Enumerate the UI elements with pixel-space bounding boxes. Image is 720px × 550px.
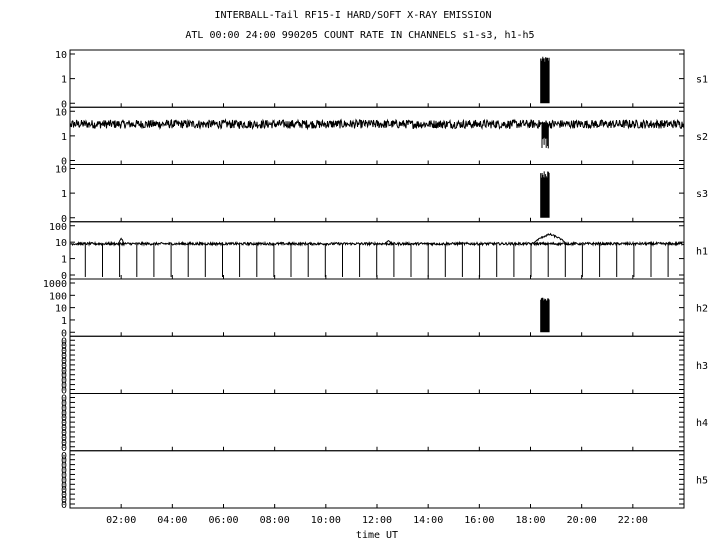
channel-label-h2: h2	[696, 304, 708, 315]
y-tick-label-h3: 0	[61, 351, 67, 362]
y-tick-label-h5: 0	[61, 475, 67, 486]
y-tick-label-h4: 0	[61, 418, 67, 429]
x-tick-label: 12:00	[362, 515, 392, 526]
y-tick-label-h3: 0	[61, 346, 67, 357]
y-tick-label-h3: 0	[61, 361, 67, 372]
y-tick-label-h2: 1000	[43, 279, 67, 290]
chart-title: INTERBALL-Tail RF15-I HARD/SOFT X-RAY EM…	[215, 10, 492, 21]
channel-label-s2: s2	[696, 132, 708, 143]
y-tick-label-h5: 0	[61, 480, 67, 491]
channel-label-h3: h3	[696, 361, 708, 372]
chart-subtitle: ATL 00:00 24:00 990205 COUNT RATE IN CHA…	[185, 30, 534, 41]
series-line-s2	[69, 118, 685, 131]
y-tick-label-s3: 10	[55, 165, 67, 176]
y-tick-label-h2: 1	[61, 316, 67, 327]
y-tick-label-h5: 0	[61, 490, 67, 501]
y-tick-label-h5: 0	[61, 466, 67, 477]
y-tick-label-s1: 10	[55, 50, 67, 61]
y-tick-label-h4: 0	[61, 408, 67, 419]
y-tick-label-h4: 0	[61, 433, 67, 444]
panel-frame-h5	[69, 450, 685, 509]
y-tick-label-h1: 1	[61, 255, 67, 266]
event-dip-s2	[541, 124, 549, 149]
channel-label-h1: h1	[696, 246, 708, 257]
y-tick-label-h2: 100	[49, 291, 67, 302]
event-spike-h1	[118, 237, 125, 244]
x-tick-label: 06:00	[208, 515, 238, 526]
y-tick-label-h4: 0	[61, 413, 67, 424]
y-tick-label-h5: 0	[61, 461, 67, 472]
event-hump-h1	[532, 232, 567, 245]
y-tick-label-h4: 0	[61, 403, 67, 414]
event-burst-s1	[540, 56, 550, 104]
y-tick-label-h5: 0	[61, 470, 67, 481]
y-tick-label-h2: 0	[61, 328, 67, 339]
y-tick-label-h1: 10	[55, 238, 67, 249]
y-tick-label-h3: 0	[61, 341, 67, 352]
y-tick-label-h3: 0	[61, 356, 67, 367]
x-tick-label: 16:00	[464, 515, 494, 526]
panels: s11010s21010s31010h11001010h210001001010…	[43, 49, 708, 526]
channel-label-s1: s1	[696, 75, 708, 86]
y-tick-label-s1: 1	[61, 75, 67, 86]
y-tick-label-h4: 0	[61, 428, 67, 439]
x-tick-label: 04:00	[157, 515, 187, 526]
y-tick-label-s2: 1	[61, 132, 67, 143]
y-tick-label-h3: 0	[61, 371, 67, 382]
y-tick-label-h1: 100	[49, 222, 67, 233]
y-tick-label-h5: 0	[61, 451, 67, 462]
y-tick-label-h4: 0	[61, 438, 67, 449]
y-tick-label-h5: 0	[61, 456, 67, 467]
event-spike-h1	[384, 240, 393, 245]
panel-frame-s1	[69, 49, 685, 108]
x-tick-label: 10:00	[311, 515, 341, 526]
panel-frame-s2	[69, 106, 685, 165]
y-tick-label-h3: 0	[61, 366, 67, 377]
x-axis-label: time UT	[356, 530, 398, 541]
panel-frame-h2	[69, 278, 685, 337]
panel-frame-s3	[69, 164, 685, 223]
x-tick-label: 18:00	[515, 515, 545, 526]
y-tick-label-h4: 0	[61, 398, 67, 409]
y-tick-label-h5: 0	[61, 495, 67, 506]
y-tick-label-s2: 10	[55, 107, 67, 118]
y-tick-label-h2: 10	[55, 304, 67, 315]
y-tick-label-h3: 0	[61, 376, 67, 387]
event-burst-h2	[540, 297, 550, 333]
panel-frame-h3	[69, 335, 685, 394]
x-tick-label: 22:00	[618, 515, 648, 526]
x-tick-label: 02:00	[106, 515, 136, 526]
y-tick-label-h5: 0	[61, 485, 67, 496]
y-tick-label-s2: 0	[61, 157, 67, 168]
x-tick-label: 08:00	[260, 515, 290, 526]
y-tick-label-h3: 0	[61, 336, 67, 347]
y-tick-label-h4: 0	[61, 423, 67, 434]
y-tick-label-h1: 0	[61, 271, 67, 282]
y-tick-label-h3: 0	[61, 381, 67, 392]
dropouts-h1	[84, 243, 669, 277]
y-tick-label-h4: 0	[61, 394, 67, 405]
panel-frame-h4	[69, 393, 685, 452]
channel-label-h4: h4	[696, 418, 708, 429]
y-tick-label-s1: 0	[61, 99, 67, 110]
y-tick-label-h3: 0	[61, 386, 67, 397]
y-tick-label-h4: 0	[61, 443, 67, 454]
y-tick-label-s3: 0	[61, 214, 67, 225]
y-tick-label-s3: 1	[61, 189, 67, 200]
x-tick-label: 14:00	[413, 515, 443, 526]
y-tick-label-h5: 0	[61, 500, 67, 511]
channel-label-s3: s3	[696, 189, 708, 200]
event-burst-s3	[540, 171, 550, 218]
channel-label-h5: h5	[696, 475, 708, 486]
x-tick-label: 20:00	[567, 515, 597, 526]
